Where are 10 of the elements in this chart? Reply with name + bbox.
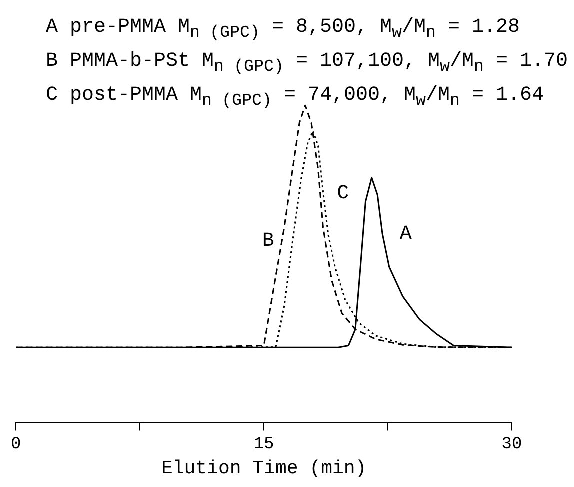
x-tick-label: 0 [11,436,22,454]
series-label: C [337,182,350,206]
x-axis-title: Elution Time (min) [161,458,367,480]
series-label: A [400,223,412,246]
text: B PMMA-b-PSt M$_{n (GPC)}$ = 107,100, M$_{w}$/M$_{n}$ = 1.70 [46,49,568,79]
x-tick-label: 15 [254,436,274,454]
annotation: C post-PMMA M$_{n (GPC)}$ = 74,000, M$_{w}$/M$_{n}$ = 1.64 [46,83,546,113]
text: A pre-PMMA M$_{n (GPC)}$ = 8,500, M$_{w}$/M$_{n}$ = 1.28 [46,15,522,45]
x-tick-label: 30 [502,436,522,454]
series-label: B [262,230,274,253]
